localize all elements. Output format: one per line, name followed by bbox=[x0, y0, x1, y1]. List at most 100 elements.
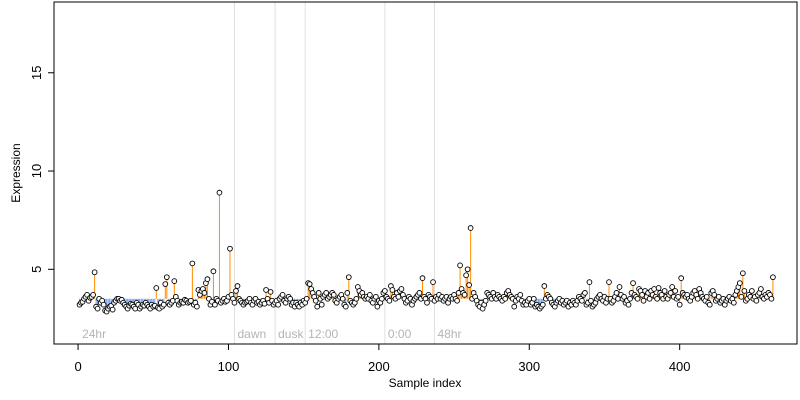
data-point bbox=[588, 297, 594, 304]
data-point bbox=[160, 301, 167, 308]
data-point bbox=[703, 293, 710, 300]
data-point bbox=[109, 306, 116, 313]
data-point bbox=[461, 292, 468, 298]
data-point bbox=[613, 290, 620, 296]
data-point bbox=[233, 288, 239, 294]
data-point bbox=[275, 301, 281, 308]
data-point bbox=[579, 297, 585, 304]
data-point bbox=[374, 303, 381, 310]
data-point bbox=[261, 300, 268, 307]
y-tick-label: 5 bbox=[29, 266, 44, 273]
data-point bbox=[621, 293, 627, 300]
data-point bbox=[430, 279, 436, 285]
data-point bbox=[398, 286, 405, 292]
data-point bbox=[676, 301, 683, 308]
data-point bbox=[749, 288, 755, 294]
data-point bbox=[625, 301, 632, 308]
data-point bbox=[606, 279, 612, 285]
data-point bbox=[382, 288, 388, 294]
data-point bbox=[502, 295, 509, 302]
data-point bbox=[424, 299, 430, 306]
x-tick-label: 200 bbox=[368, 359, 390, 374]
data-point bbox=[586, 279, 593, 285]
data-point bbox=[318, 301, 325, 308]
y-axis-title: Expression bbox=[9, 143, 23, 202]
phase-labels: 24hr dawn dusk 12:00 0:00 48hr bbox=[82, 327, 461, 341]
data-point bbox=[770, 274, 776, 281]
data-point bbox=[639, 292, 645, 298]
data-point bbox=[655, 285, 662, 291]
data-point bbox=[630, 280, 636, 286]
data-point bbox=[367, 292, 373, 298]
x-tick-label: 100 bbox=[218, 359, 240, 374]
data-point bbox=[100, 301, 107, 308]
data-point bbox=[91, 269, 98, 276]
data-point bbox=[171, 278, 178, 284]
data-point bbox=[162, 281, 169, 287]
phase-label: 0:00 bbox=[388, 327, 412, 341]
x-tick-label: 400 bbox=[669, 359, 691, 374]
data-point bbox=[201, 290, 208, 296]
data-point bbox=[457, 262, 463, 269]
data-point bbox=[267, 289, 274, 295]
data-point bbox=[303, 295, 310, 302]
data-point bbox=[463, 272, 469, 279]
data-point bbox=[661, 288, 668, 294]
data-point bbox=[194, 303, 200, 310]
data-point bbox=[627, 295, 633, 302]
x-tick-label: 0 bbox=[74, 359, 81, 374]
data-point bbox=[482, 297, 489, 304]
data-point bbox=[314, 303, 321, 310]
data-point bbox=[753, 297, 760, 304]
data-point bbox=[344, 290, 351, 296]
phase-label: 24hr bbox=[82, 327, 106, 341]
data-point bbox=[694, 295, 701, 302]
phase-lines bbox=[233, 2, 436, 344]
data-point bbox=[706, 301, 713, 308]
phase-label: 12:00 bbox=[308, 327, 338, 341]
data-point bbox=[395, 293, 402, 300]
data-point bbox=[210, 268, 217, 275]
data-point bbox=[454, 297, 460, 304]
data-point bbox=[216, 189, 223, 196]
data-point bbox=[634, 295, 641, 302]
data-point bbox=[740, 270, 746, 277]
data-point bbox=[651, 286, 657, 292]
data-point bbox=[466, 282, 472, 288]
data-point bbox=[204, 276, 211, 282]
data-point bbox=[541, 283, 548, 289]
data-point bbox=[373, 293, 379, 300]
data-point bbox=[616, 284, 623, 290]
data-point bbox=[640, 297, 647, 304]
data-point bbox=[231, 299, 238, 306]
data-point bbox=[736, 280, 743, 286]
data-point bbox=[758, 286, 764, 292]
data-point bbox=[163, 274, 170, 281]
data-point bbox=[379, 295, 385, 302]
data-point bbox=[263, 287, 269, 293]
phase-label: dawn bbox=[237, 327, 266, 341]
data-point bbox=[654, 295, 660, 302]
data-point bbox=[419, 275, 426, 282]
data-point bbox=[306, 281, 313, 287]
data-point bbox=[582, 290, 588, 296]
data-point bbox=[539, 301, 546, 308]
data-point bbox=[672, 288, 679, 294]
data-point bbox=[389, 287, 396, 293]
data-point bbox=[315, 290, 322, 296]
data-point bbox=[467, 225, 474, 231]
data-points bbox=[76, 189, 776, 315]
data-point bbox=[279, 292, 286, 298]
data-point bbox=[323, 290, 330, 296]
data-point bbox=[646, 295, 653, 302]
data-point bbox=[530, 295, 537, 302]
data-point bbox=[188, 297, 194, 304]
data-point bbox=[339, 295, 346, 302]
data-point bbox=[386, 297, 393, 304]
data-point bbox=[678, 275, 685, 282]
data-point bbox=[669, 284, 676, 290]
data-point bbox=[234, 283, 241, 289]
data-point bbox=[227, 245, 233, 252]
data-point bbox=[416, 290, 423, 296]
